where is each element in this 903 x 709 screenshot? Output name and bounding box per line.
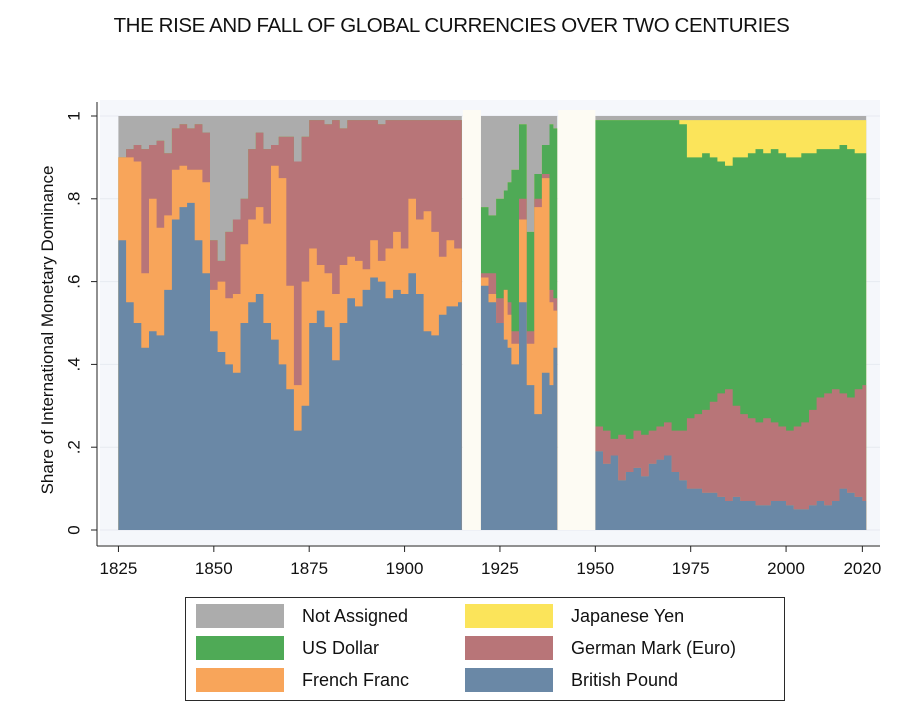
y-tick-label: .6 <box>64 275 83 289</box>
y-tick-label: .2 <box>64 440 83 454</box>
legend-item-german-mark-euro: German Mark (Euro) <box>465 636 736 660</box>
x-tick-label: 1925 <box>481 559 519 578</box>
legend-label: French Franc <box>302 669 410 690</box>
legend-swatch <box>196 636 284 660</box>
legend-item-not-assigned: Not Assigned <box>196 604 408 628</box>
x-tick-label: 2000 <box>767 559 805 578</box>
y-tick-label: 0 <box>64 525 83 534</box>
legend-item-french-franc: French Franc <box>196 668 409 692</box>
legend-swatch <box>196 668 284 692</box>
legend-swatch <box>465 636 553 660</box>
legend-swatch <box>465 668 553 692</box>
y-tick-label: .4 <box>64 357 83 371</box>
chart-plot: 0 .2 .4 .6 .8 1 1825 1850 1875 1900 1925 1950 1975 20… <box>38 100 881 578</box>
x-tick-label: 1950 <box>576 559 614 578</box>
series-layer <box>118 116 867 531</box>
legend-swatch <box>465 604 553 628</box>
legend-item-japanese-yen: Japanese Yen <box>465 604 684 628</box>
data-gap-1 <box>462 110 481 530</box>
y-axis-title: Share of International Monetary Dominanc… <box>38 166 57 495</box>
y-tick-label: 1 <box>64 111 83 120</box>
legend-item-british-pound: British Pound <box>465 668 678 692</box>
legend-label: Japanese Yen <box>571 605 685 626</box>
legend-label: German Mark (Euro) <box>571 637 737 658</box>
x-tick-label: 1825 <box>100 559 138 578</box>
legend-item-us-dollar: US Dollar <box>196 636 379 660</box>
x-tick-label: 1850 <box>195 559 233 578</box>
legend-swatch <box>196 604 284 628</box>
x-tick-label: 1875 <box>290 559 328 578</box>
x-tick-label: 1975 <box>672 559 710 578</box>
gap-layer <box>462 110 596 530</box>
series-british-pound-segment-1 <box>118 202 462 530</box>
x-tick-label: 2020 <box>843 559 881 578</box>
data-gap-2 <box>558 110 596 530</box>
series-british-pound-segment-2 <box>480 285 558 530</box>
y-tick-label: .8 <box>64 192 83 206</box>
legend-label: British Pound <box>571 669 679 690</box>
legend-label: Not Assigned <box>302 605 409 626</box>
legend-label: US Dollar <box>302 637 380 658</box>
x-tick-label: 1900 <box>386 559 424 578</box>
legend: Not Assigned Japanese Yen US Dollar German … <box>185 597 785 701</box>
series-british-pound-segment-3 <box>595 451 867 530</box>
axes-layer: 0 .2 .4 .6 .8 1 1825 1850 1875 1900 1925 1950 1975 20… <box>64 102 881 578</box>
chart-title: THE RISE AND FALL OF GLOBAL CURRENCIES O… <box>113 14 790 37</box>
